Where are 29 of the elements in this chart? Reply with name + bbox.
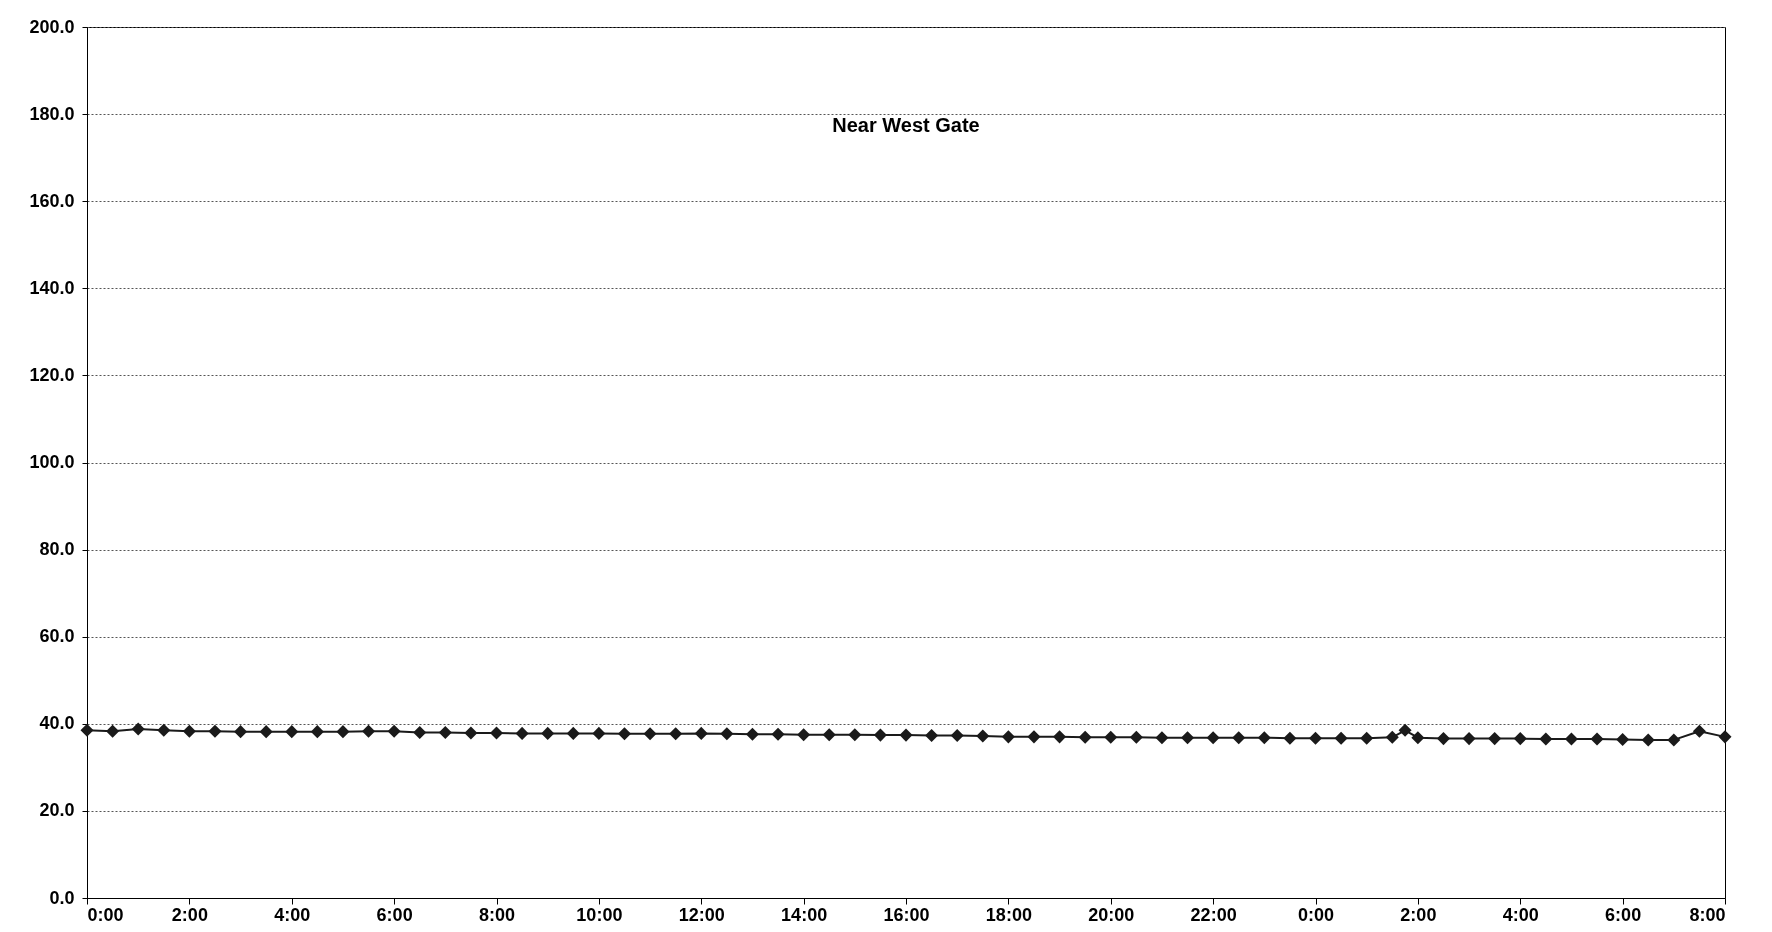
y-tick-label: 20.0 (39, 800, 75, 821)
x-tick-label: 10:00 (576, 904, 623, 925)
x-tick-label: 20:00 (1088, 904, 1135, 925)
y-tick-label: 0.0 (49, 887, 75, 908)
x-tick-label: 8:00 (478, 904, 516, 925)
x-tick-label: 4:00 (274, 904, 311, 925)
x-tick-label: 8:00 (1689, 904, 1726, 925)
x-tick-label: 18:00 (985, 904, 1032, 925)
text: Near West Gate (832, 114, 980, 136)
y-tick-label: 120.0 (29, 364, 75, 385)
y-tick-label: 180.0 (29, 103, 75, 124)
x-tick-label: 2:00 (1400, 904, 1437, 925)
x-tick-label: 4:00 (1502, 904, 1539, 925)
x-tick-label: 0:00 (1297, 904, 1335, 925)
x-tick-label: 14:00 (781, 904, 828, 925)
x-tick-label: 12:00 (678, 904, 725, 925)
y-tick-label: 60.0 (39, 626, 75, 647)
y-tick-label: 140.0 (29, 277, 75, 298)
x-tick-label: 6:00 (1605, 904, 1642, 925)
y-tick-label: 100.0 (29, 452, 75, 472)
x-tick-label: 6:00 (376, 904, 413, 925)
x-tick-label: 16:00 (883, 904, 930, 925)
x-tick-label: 22:00 (1190, 904, 1237, 925)
y-tick-label: 160.0 (29, 190, 75, 211)
y-tick-label: 80.0 (39, 539, 75, 560)
x-tick-label: 0:00 (87, 904, 124, 925)
y-tick-label: 40.0 (39, 713, 75, 734)
x-tick-label: 2:00 (171, 904, 208, 925)
y-tick-label: 200.0 (29, 16, 75, 37)
